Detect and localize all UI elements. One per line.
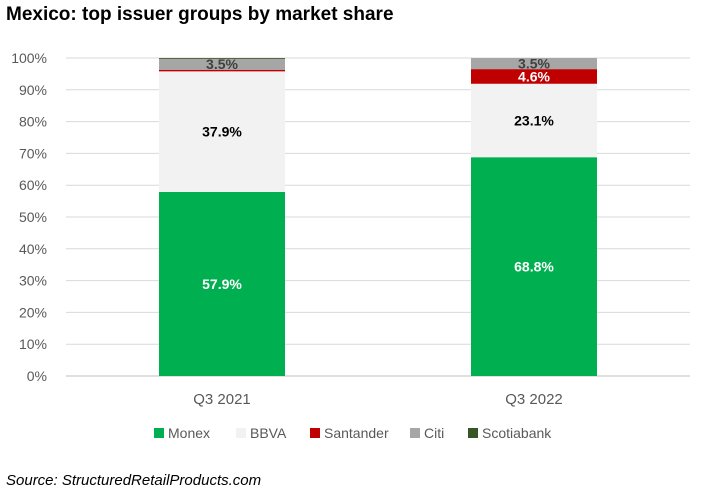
source-note: Source: StructuredRetailProducts.com	[6, 472, 262, 489]
bars	[159, 58, 597, 376]
y-tick-label: 10%	[19, 336, 47, 352]
legend-label-santander: Santander	[324, 425, 389, 441]
legend-label-monex: Monex	[168, 425, 210, 441]
legend-label-scotiabank: Scotiabank	[482, 425, 552, 441]
y-tick-label: 100%	[11, 50, 47, 66]
y-tick-label: 20%	[19, 304, 47, 320]
bar-segment-monex	[471, 157, 597, 376]
bar-segment-citi	[471, 58, 597, 70]
y-tick-label: 90%	[19, 82, 47, 98]
y-axis-ticks: 0% 10% 20% 30% 40% 50% 60% 70% 80% 90% 100%	[11, 50, 47, 384]
data-label: 37.9%	[202, 124, 242, 140]
y-tick-label: 80%	[19, 114, 47, 130]
legend-label-citi: Citi	[424, 425, 444, 441]
bar-segment-santander	[159, 69, 285, 72]
data-label: 3.5%	[518, 56, 550, 72]
bar-segment-scotiabank	[159, 58, 285, 59]
data-labels: 57.9%37.9%3.5%68.8%23.1%4.6%3.5%	[202, 56, 554, 292]
legend-swatch-citi	[410, 428, 420, 438]
legend-swatch-monex	[154, 428, 164, 438]
y-tick-label: 60%	[19, 177, 47, 193]
legend-label-bbva: BBVA	[250, 425, 287, 441]
legend-swatch-santander	[310, 428, 320, 438]
x-axis-labels: Q3 2021 Q3 2022	[193, 391, 563, 408]
bar-segment-bbva	[159, 71, 285, 192]
y-tick-label: 30%	[19, 273, 47, 289]
y-tick-label: 50%	[19, 209, 47, 225]
y-tick-label: 0%	[27, 368, 47, 384]
x-category-label: Q3 2021	[193, 391, 251, 408]
data-label: 23.1%	[514, 112, 554, 128]
legend: Monex BBVA Santander Citi Scotiabank	[154, 425, 552, 441]
data-label: 4.6%	[518, 68, 550, 84]
y-tick-label: 70%	[19, 145, 47, 161]
chart-title: Mexico: top issuer groups by market shar…	[6, 4, 394, 25]
y-tick-label: 40%	[19, 241, 47, 257]
data-label: 57.9%	[202, 276, 242, 292]
data-label: 3.5%	[206, 56, 238, 72]
bar-segment-monex	[159, 191, 285, 376]
bar-segment-citi	[159, 58, 285, 70]
bar-segment-bbva	[471, 83, 597, 158]
x-category-label: Q3 2022	[505, 391, 563, 408]
data-label: 68.8%	[514, 259, 554, 275]
legend-swatch-scotiabank	[468, 428, 478, 438]
bar-segment-santander	[471, 69, 597, 84]
legend-swatch-bbva	[236, 428, 246, 438]
